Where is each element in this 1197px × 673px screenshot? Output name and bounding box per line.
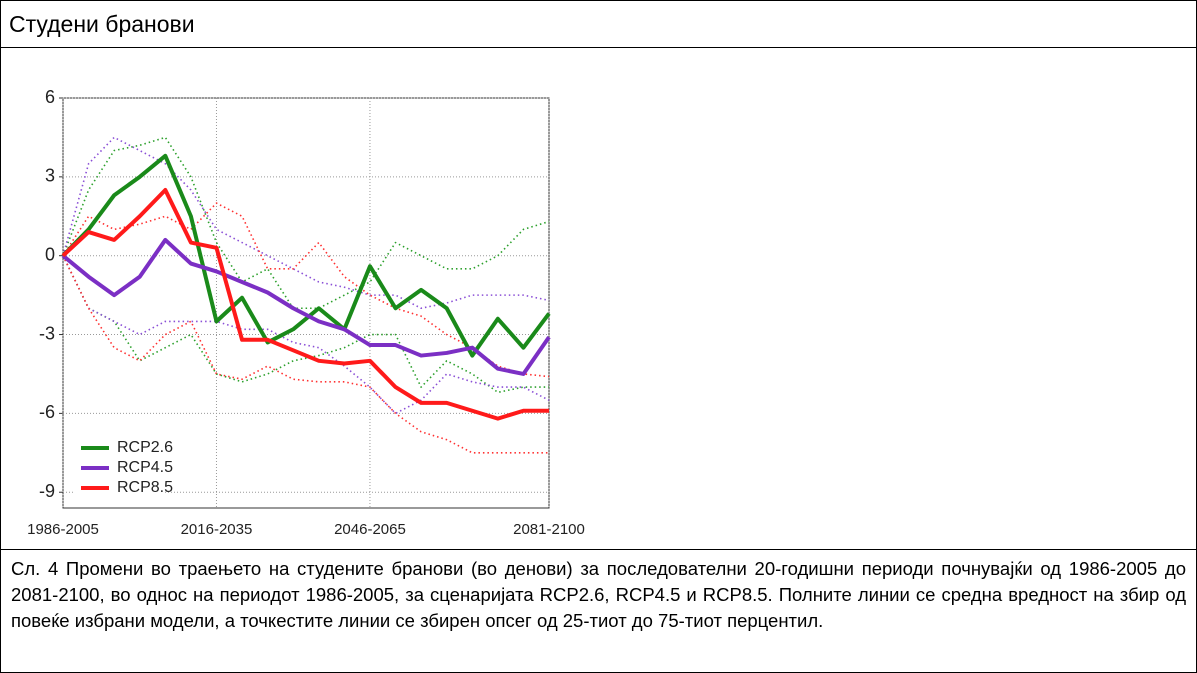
percentile-line bbox=[62, 202, 550, 378]
x-tick-label: 2016-2035 bbox=[181, 521, 253, 538]
mean-line bbox=[61, 187, 549, 421]
caption: Сл. 4 Промени во траењето на студените б… bbox=[1, 549, 1196, 634]
chart: 6 3 0 -3 -6 -9 1986-2005 2016-2035 2046-2065 2081… bbox=[27, 87, 585, 538]
y-tick-label: 3 bbox=[45, 166, 55, 186]
y-tick-label: 0 bbox=[45, 244, 55, 264]
legend-label: RCP4.5 bbox=[117, 459, 173, 476]
percentile-line bbox=[62, 255, 549, 454]
percentile-line bbox=[62, 136, 550, 310]
y-tick-label: -3 bbox=[39, 323, 55, 343]
y-tick-label: 6 bbox=[45, 87, 55, 107]
percentile-line bbox=[62, 136, 550, 310]
legend-label: RCP2.6 bbox=[117, 439, 173, 456]
x-tick-label: 1986-2005 bbox=[27, 521, 99, 538]
y-tick-label: -9 bbox=[39, 481, 55, 501]
percentile-line bbox=[62, 255, 549, 394]
y-tick-label: -6 bbox=[39, 402, 55, 422]
header-title: Студени бранови bbox=[1, 1, 1196, 48]
x-tick-label: 2081-2100 bbox=[513, 521, 585, 538]
legend-label: RCP8.5 bbox=[117, 479, 173, 496]
x-tick-label: 2046-2065 bbox=[334, 521, 406, 538]
mean-line bbox=[61, 237, 551, 376]
